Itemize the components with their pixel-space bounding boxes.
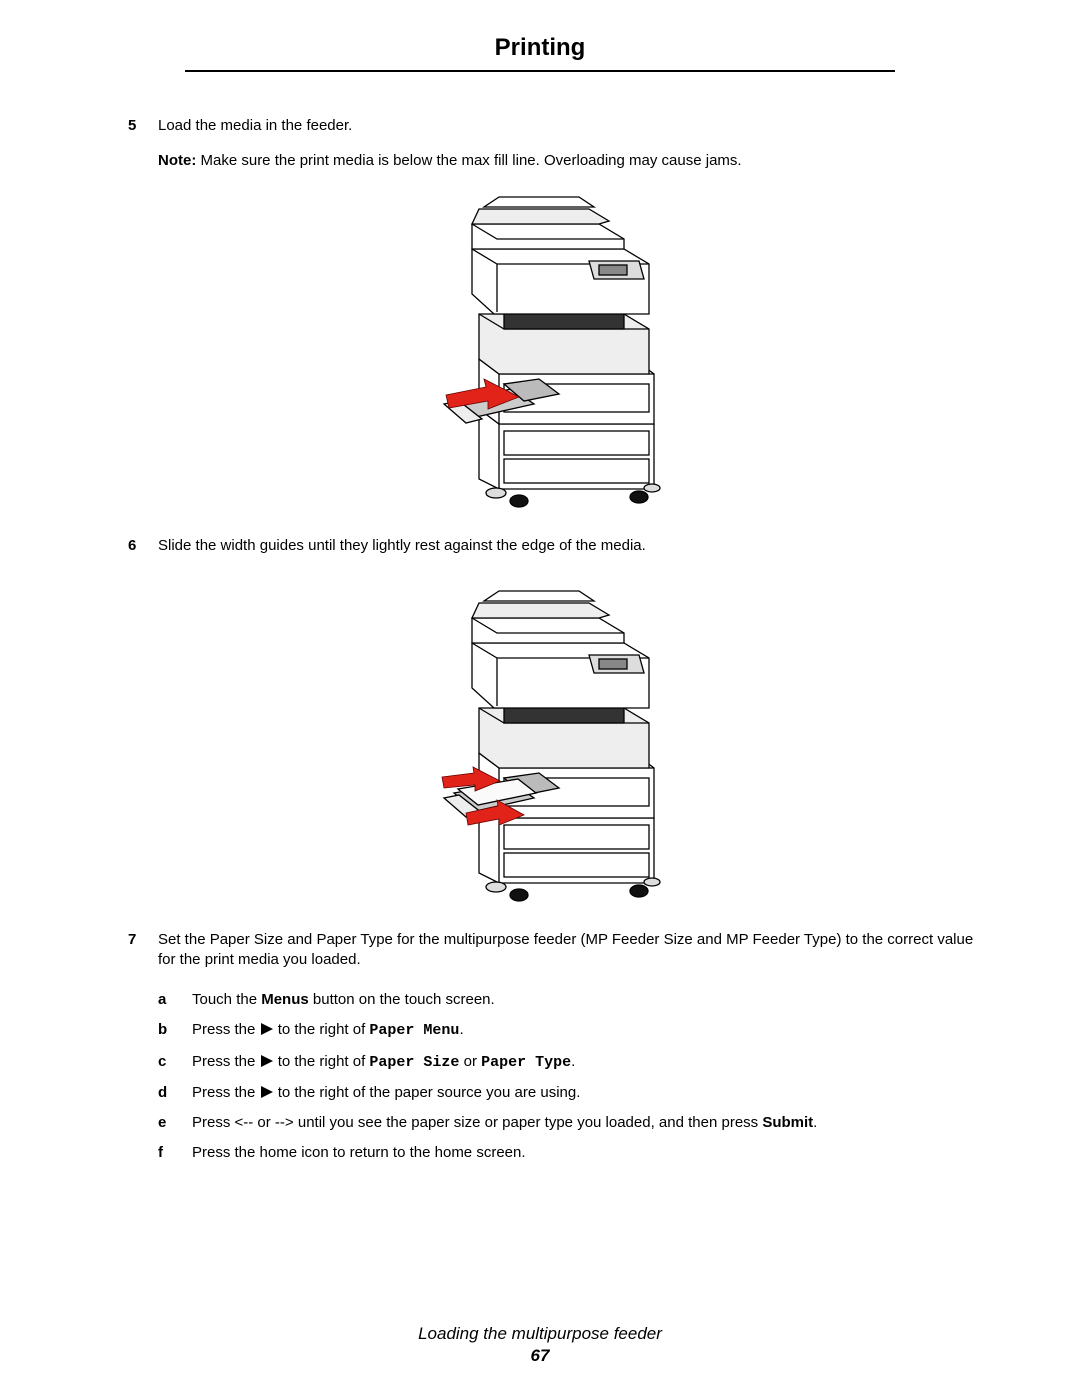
substep-c-mono1: Paper Size — [369, 1054, 459, 1071]
page-title: Printing — [185, 34, 895, 72]
substep-e-bold: Submit — [762, 1114, 813, 1131]
substep-c-post: . — [571, 1053, 575, 1070]
substep-a-pre: Touch the — [192, 991, 261, 1008]
substeps: a Touch the Menus button on the touch sc… — [158, 990, 980, 1164]
substep-b-pre: Press the — [192, 1021, 260, 1038]
right-triangle-icon — [260, 1085, 274, 1099]
step-6-number: 6 — [128, 536, 158, 556]
step-5-text: Load the media in the feeder. — [158, 116, 980, 136]
step-7-body: Set the Paper Size and Paper Type for th… — [158, 930, 980, 981]
substep-b-text: Press the to the right of Paper Menu. — [192, 1020, 980, 1041]
substep-d-letter: d — [158, 1083, 192, 1103]
substep-a-letter: a — [158, 990, 192, 1010]
note-text: Make sure the print media is below the m… — [201, 152, 742, 169]
figure-printer-load — [128, 179, 980, 514]
substep-e-letter: e — [158, 1113, 192, 1133]
substep-c: c Press the to the right of Paper Size o… — [158, 1052, 980, 1073]
step-5-number: 5 — [128, 116, 158, 136]
right-triangle-icon — [260, 1054, 274, 1068]
substep-c-text: Press the to the right of Paper Size or … — [192, 1052, 980, 1073]
page-number: 67 — [0, 1345, 1080, 1367]
substep-c-letter: c — [158, 1052, 192, 1072]
step-6-text: Slide the width guides until they lightl… — [158, 536, 980, 556]
substep-c-mid: to the right of — [274, 1053, 370, 1070]
substep-d-pre: Press the — [192, 1084, 260, 1101]
substep-c-pre: Press the — [192, 1053, 260, 1070]
substep-a: a Touch the Menus button on the touch sc… — [158, 990, 980, 1010]
substep-b-post: . — [459, 1021, 463, 1038]
substep-d: d Press the to the right of the paper so… — [158, 1083, 980, 1103]
substep-e-text: Press <-- or --> until you see the paper… — [192, 1113, 980, 1133]
substep-d-post: to the right of the paper source you are… — [274, 1084, 581, 1101]
footer-section-title: Loading the multipurpose feeder — [0, 1323, 1080, 1345]
figure-printer-guides — [128, 573, 980, 908]
substep-a-post: button on the touch screen. — [309, 991, 495, 1008]
substep-e-pre: Press <-- or --> until you see the paper… — [192, 1114, 762, 1131]
substep-e-post: . — [813, 1114, 817, 1131]
step-5-note: Note: Make sure the print media is below… — [158, 152, 980, 169]
step-5: 5 Load the media in the feeder. — [128, 116, 980, 146]
substep-f: f Press the home icon to return to the h… — [158, 1143, 980, 1163]
step-7-text: Set the Paper Size and Paper Type for th… — [158, 930, 980, 971]
step-7-number: 7 — [128, 930, 158, 950]
substep-f-text: Press the home icon to return to the hom… — [192, 1143, 980, 1163]
substep-d-text: Press the to the right of the paper sour… — [192, 1083, 980, 1103]
substep-c-mono2: Paper Type — [481, 1054, 571, 1071]
substep-a-text: Touch the Menus button on the touch scre… — [192, 990, 980, 1010]
substep-c-or: or — [459, 1053, 481, 1070]
step-5-body: Load the media in the feeder. — [158, 116, 980, 146]
right-triangle-icon — [260, 1022, 274, 1036]
substep-b-mono: Paper Menu — [369, 1022, 459, 1039]
substep-f-letter: f — [158, 1143, 192, 1163]
page-footer: Loading the multipurpose feeder 67 — [0, 1323, 1080, 1367]
substep-b: b Press the to the right of Paper Menu. — [158, 1020, 980, 1041]
step-6-body: Slide the width guides until they lightl… — [158, 536, 980, 566]
substep-b-letter: b — [158, 1020, 192, 1040]
substep-b-mid: to the right of — [274, 1021, 370, 1038]
note-label: Note: — [158, 152, 196, 169]
step-7: 7 Set the Paper Size and Paper Type for … — [128, 930, 980, 981]
substep-a-bold: Menus — [261, 991, 309, 1008]
step-6: 6 Slide the width guides until they ligh… — [128, 536, 980, 566]
content-area: 5 Load the media in the feeder. Note: Ma… — [90, 116, 990, 1164]
substep-e: e Press <-- or --> until you see the pap… — [158, 1113, 980, 1133]
